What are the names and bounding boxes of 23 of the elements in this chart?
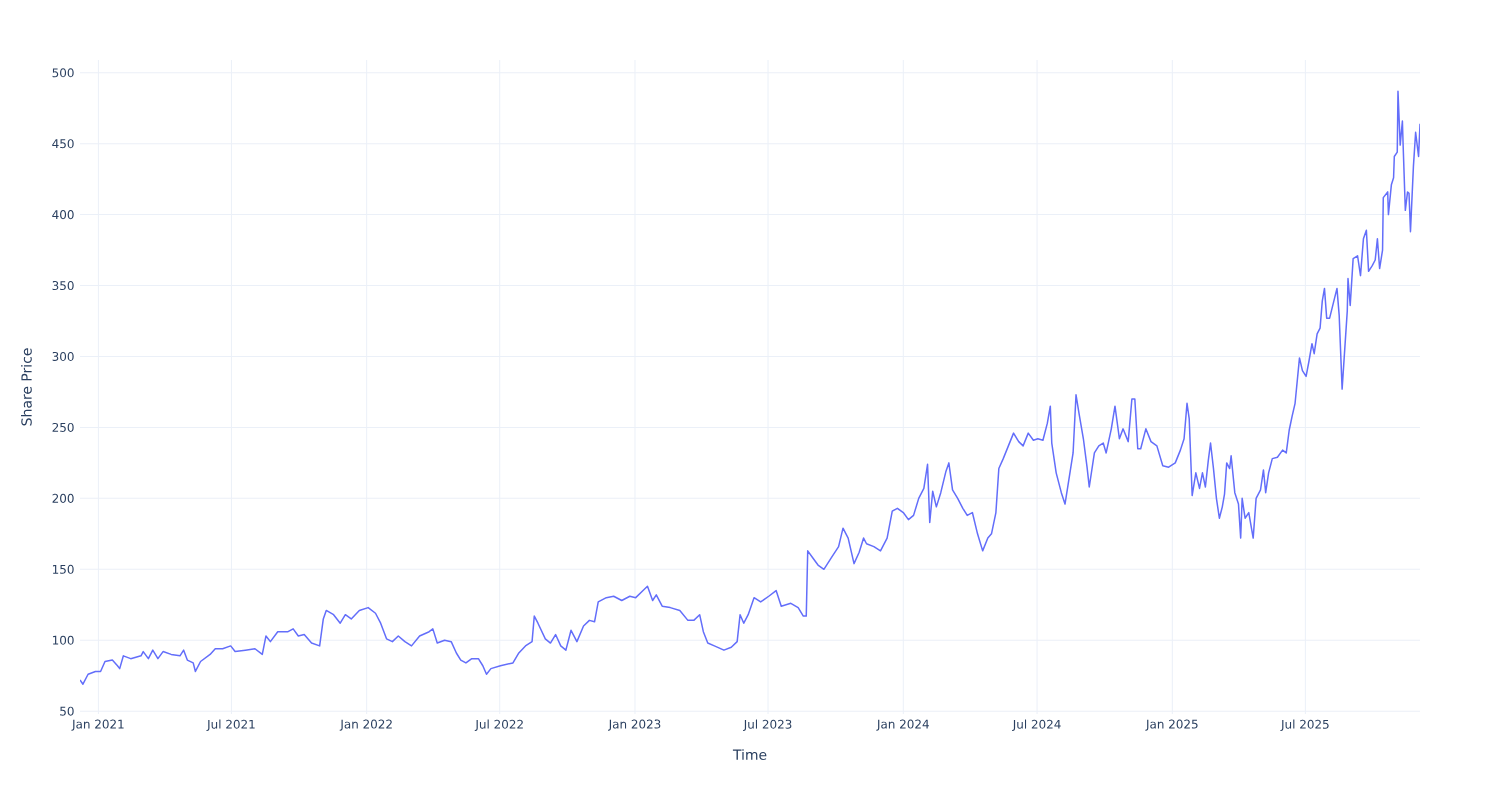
y-tick-label: 450 <box>52 139 74 149</box>
x-tick-label: Jan 2025 <box>1145 719 1198 731</box>
y-tick-label: 500 <box>52 68 74 78</box>
x-tick-label: Jul 2022 <box>474 719 523 731</box>
y-tick-label: 300 <box>52 351 74 362</box>
x-tick-label: Jan 2022 <box>339 719 392 731</box>
x-tick-label: Jan 2023 <box>608 719 661 731</box>
line-series <box>80 90 1421 685</box>
y-tick-label: 350 <box>52 281 74 291</box>
x-axis-title: Time <box>732 749 767 760</box>
y-tick-label: 100 <box>52 635 74 645</box>
y-tick-label: 400 <box>52 210 74 220</box>
x-tick-label: Jul 2023 <box>743 719 792 731</box>
y-tick-label: 50 <box>60 706 74 716</box>
y-tick-label: 150 <box>52 564 74 574</box>
x-tick-label: Jan 2024 <box>876 719 929 731</box>
x-tick-label: Jul 2021 <box>206 719 255 731</box>
x-tick-label: Jan 2021 <box>71 719 124 731</box>
x-tick-label: Jul 2024 <box>1012 719 1061 731</box>
y-tick-label: 250 <box>52 422 74 432</box>
y-axis-title: Share Price <box>21 348 32 426</box>
y-tick-label: 200 <box>52 493 74 503</box>
x-tick-label: Jul 2025 <box>1280 719 1329 731</box>
